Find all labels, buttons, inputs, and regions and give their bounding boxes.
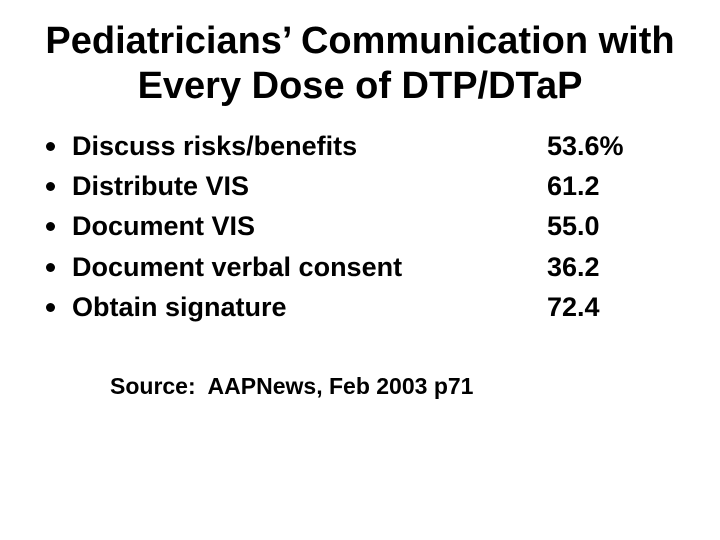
slide-title-line1: Pediatricians’ Communication with — [45, 20, 675, 62]
list-item: Distribute VIS 61.2 — [45, 166, 685, 206]
list-item-value: 72.4 — [547, 292, 600, 323]
slide-title-line2: Every Dose of DTP/DTaP — [137, 65, 583, 107]
bullet-icon — [46, 303, 55, 313]
list-item: Document verbal consent 36.2 — [45, 247, 685, 287]
list-item: Discuss risks/benefits 53.6% — [45, 126, 685, 166]
source-line: Source: AAPNews, Feb 2003 p71 — [110, 373, 474, 399]
slide-title: Pediatricians’ Communication with Every … — [0, 19, 720, 109]
list-item-label: Distribute VIS — [72, 171, 250, 202]
bullet-icon — [46, 262, 55, 272]
list-item-value: 53.6% — [547, 130, 624, 161]
list-item-value: 36.2 — [547, 251, 600, 282]
list-item: Obtain signature 72.4 — [45, 288, 685, 328]
list-item-value: 61.2 — [547, 171, 600, 202]
list-item-label: Discuss risks/benefits — [72, 130, 358, 161]
bullet-list: Discuss risks/benefits 53.6% Distribute … — [45, 126, 685, 328]
bullet-icon — [46, 141, 55, 151]
bullet-icon — [46, 182, 55, 192]
list-item-value: 55.0 — [547, 211, 600, 242]
list-item-label: Obtain signature — [72, 292, 287, 323]
list-item: Document VIS 55.0 — [45, 207, 685, 247]
list-item-label: Document VIS — [72, 211, 256, 242]
list-item-label: Document verbal consent — [72, 251, 403, 282]
bullet-icon — [46, 222, 55, 232]
